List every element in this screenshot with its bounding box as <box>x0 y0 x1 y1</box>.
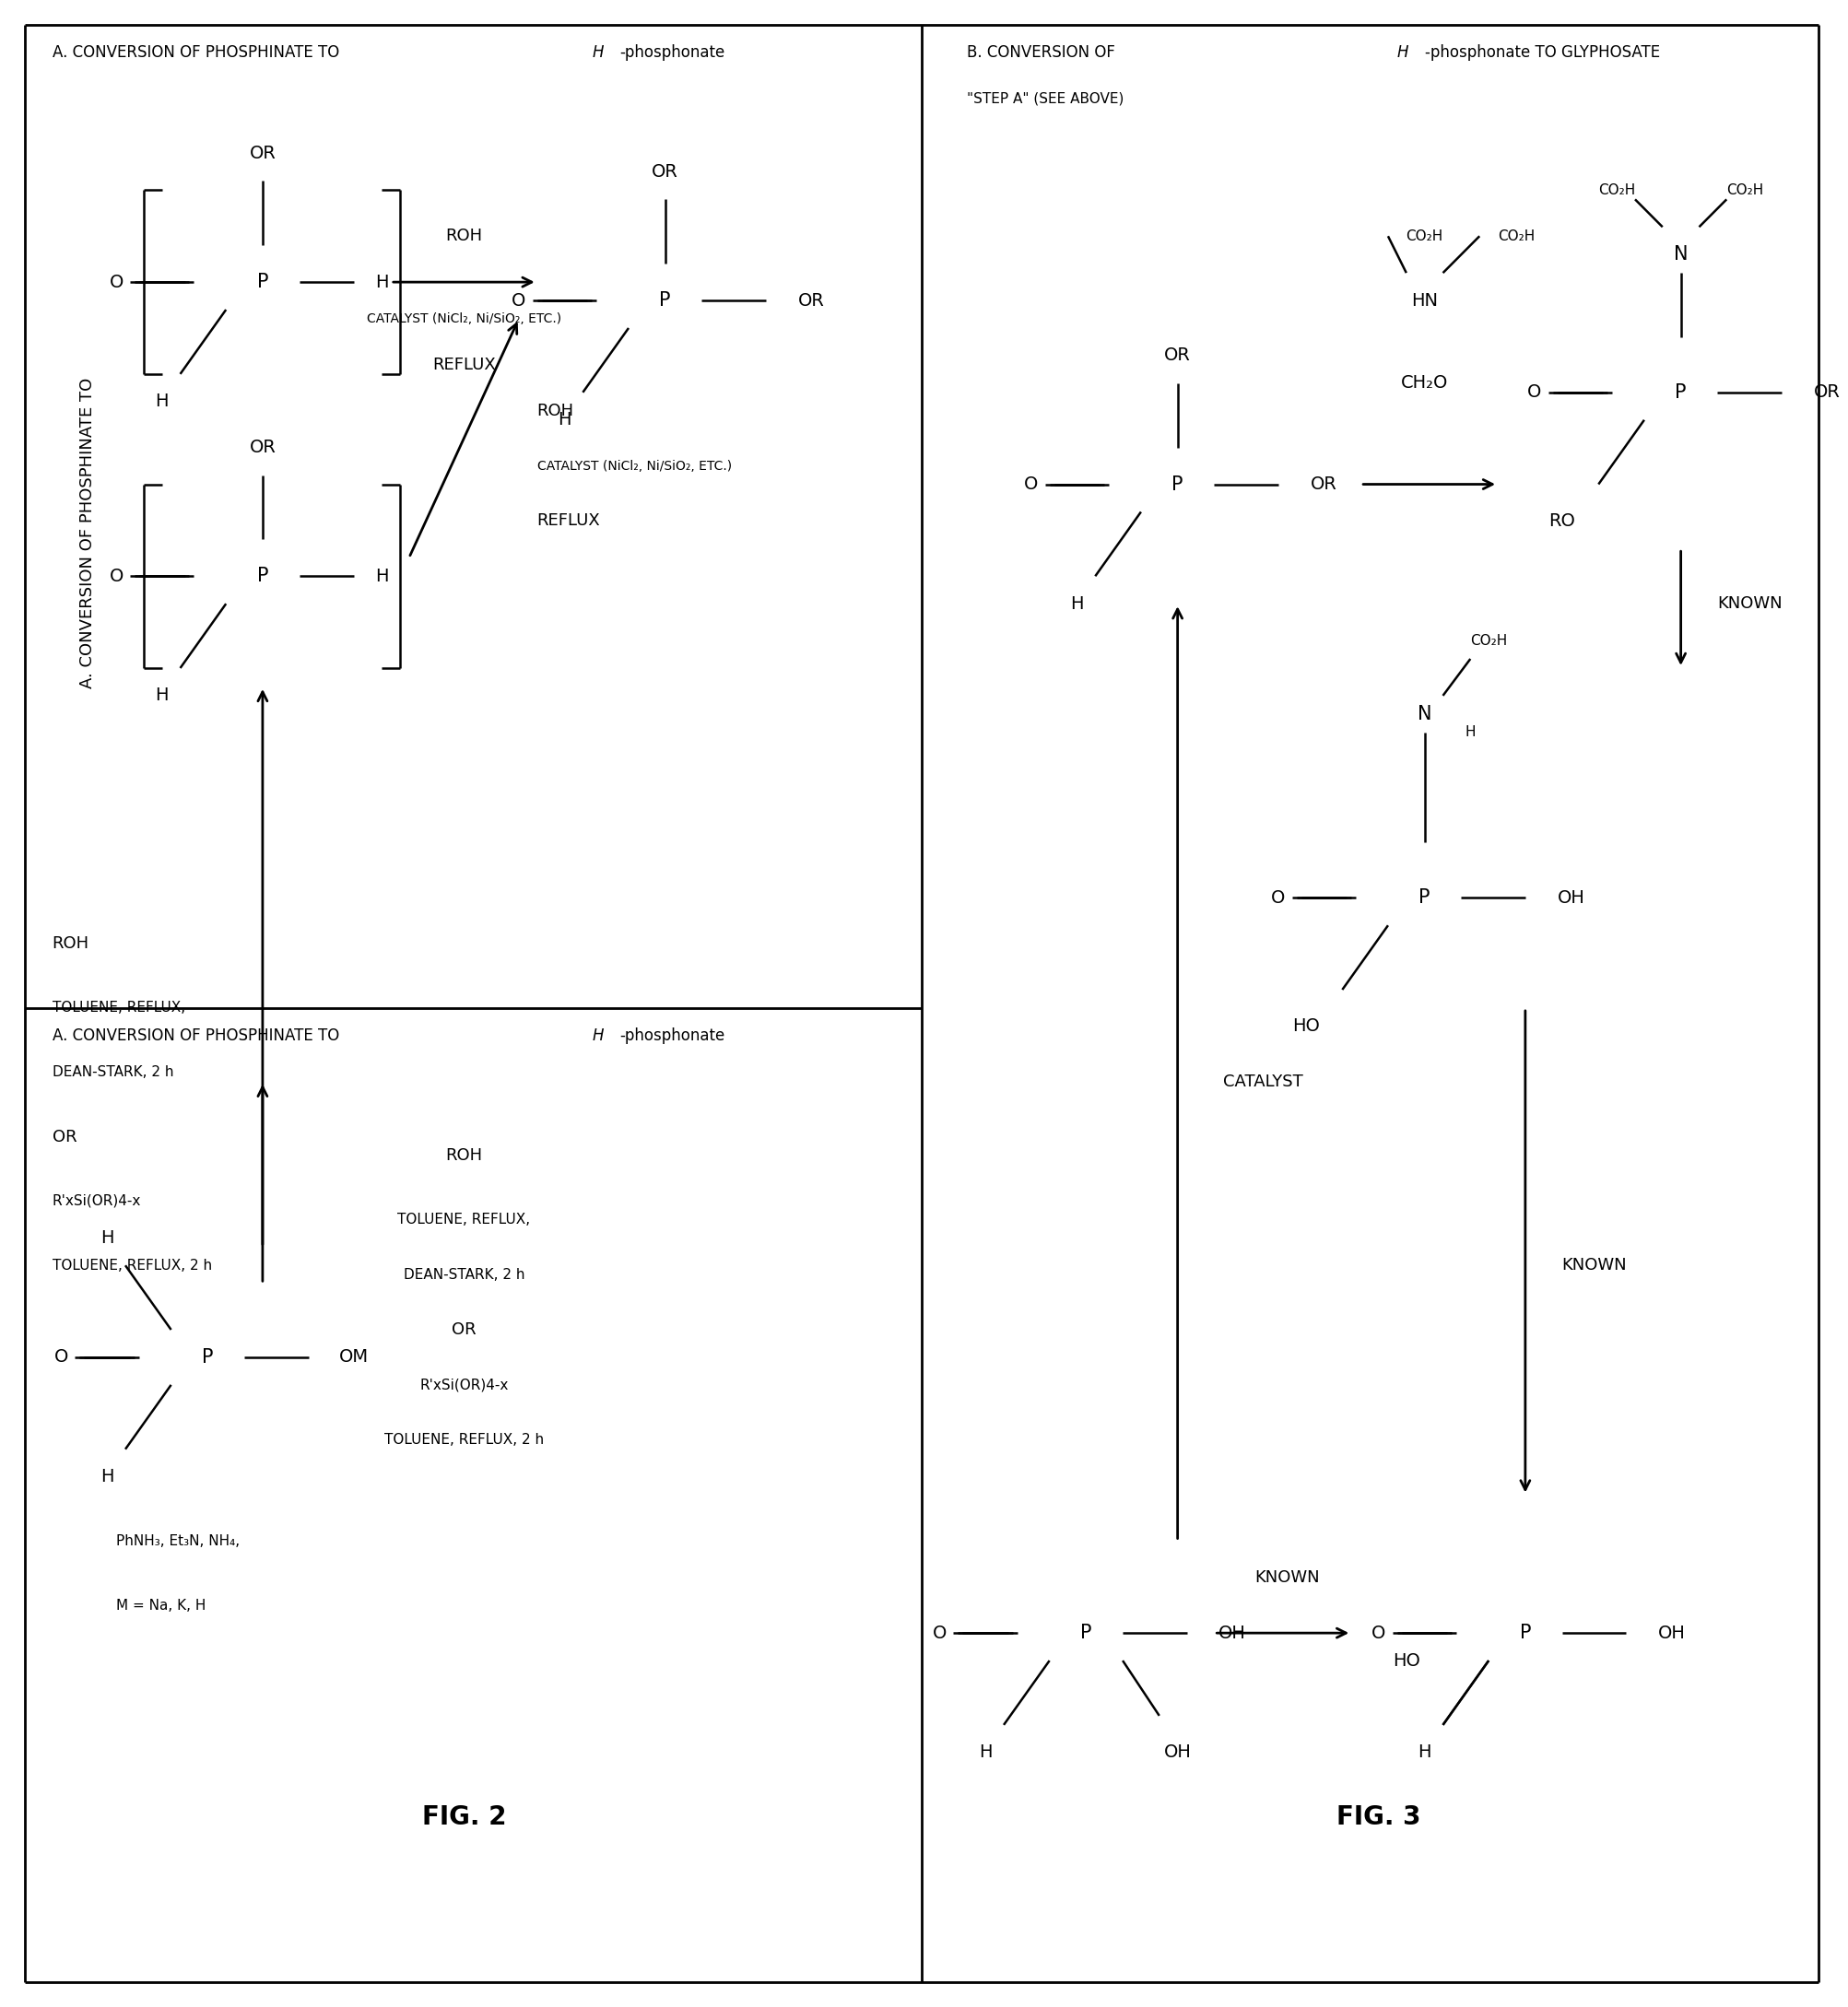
Text: O: O <box>109 273 124 291</box>
Text: N: N <box>1417 704 1430 723</box>
Text: H: H <box>1417 1744 1430 1762</box>
Text: OH: OH <box>1162 1744 1190 1762</box>
Text: A. CONVERSION OF PHOSPHINATE TO: A. CONVERSION OF PHOSPHINATE TO <box>52 1028 344 1044</box>
Text: O: O <box>109 568 124 584</box>
Text: OR: OR <box>652 163 678 181</box>
Text: CATALYST (NiCl₂, Ni/SiO₂, ETC.): CATALYST (NiCl₂, Ni/SiO₂, ETC.) <box>366 313 562 325</box>
Text: P: P <box>1417 889 1430 907</box>
Text: P: P <box>660 291 671 309</box>
Text: TOLUENE, REFLUX, 2 h: TOLUENE, REFLUX, 2 h <box>384 1433 543 1447</box>
Text: OR: OR <box>798 291 824 309</box>
Text: OH: OH <box>1658 1624 1685 1642</box>
Text: -phosphonate: -phosphonate <box>619 44 724 60</box>
Text: P: P <box>1519 1624 1530 1642</box>
Text: H: H <box>155 686 168 704</box>
Text: KNOWN: KNOWN <box>1717 596 1781 612</box>
Text: ROH: ROH <box>445 1146 482 1164</box>
Text: P: P <box>257 566 268 586</box>
Text: "STEP A" (SEE ABOVE): "STEP A" (SEE ABOVE) <box>967 92 1124 104</box>
Text: H: H <box>1397 44 1408 60</box>
Text: REFLUX: REFLUX <box>536 512 601 530</box>
Text: OR: OR <box>1813 383 1839 401</box>
Text: OR: OR <box>1310 476 1336 494</box>
Text: OR: OR <box>451 1321 477 1339</box>
Text: A. CONVERSION OF PHOSPHINATE TO: A. CONVERSION OF PHOSPHINATE TO <box>79 371 96 688</box>
Text: H: H <box>155 393 168 409</box>
Text: FIG. 3: FIG. 3 <box>1336 1804 1421 1830</box>
Text: -phosphonate: -phosphonate <box>619 1028 724 1044</box>
Text: CO₂H: CO₂H <box>1404 229 1443 243</box>
Text: O: O <box>1271 889 1284 907</box>
Text: R'xSi(OR)4-x: R'xSi(OR)4-x <box>52 1194 140 1208</box>
Text: OR: OR <box>1164 347 1190 365</box>
Text: H: H <box>1070 594 1083 612</box>
Text: TOLUENE, REFLUX, 2 h: TOLUENE, REFLUX, 2 h <box>52 1258 213 1272</box>
Text: CO₂H: CO₂H <box>1597 183 1634 197</box>
Text: H: H <box>1464 725 1475 739</box>
Text: O: O <box>1024 476 1039 494</box>
Text: H: H <box>591 1028 602 1044</box>
Text: O: O <box>54 1349 68 1367</box>
Text: B. CONVERSION OF: B. CONVERSION OF <box>967 44 1120 60</box>
Text: RO: RO <box>1549 512 1574 530</box>
Text: PhNH₃, Et₃N, NH₄,: PhNH₃, Et₃N, NH₄, <box>116 1533 240 1547</box>
Text: ROH: ROH <box>445 229 482 245</box>
Text: KNOWN: KNOWN <box>1255 1569 1319 1586</box>
Text: HO: HO <box>1392 1652 1419 1670</box>
Text: O: O <box>1371 1624 1386 1642</box>
Text: DEAN-STARK, 2 h: DEAN-STARK, 2 h <box>403 1268 525 1282</box>
Text: CATALYST: CATALYST <box>1223 1074 1303 1090</box>
Text: H: H <box>375 273 388 291</box>
Text: P: P <box>257 273 268 291</box>
Text: ROH: ROH <box>536 403 573 419</box>
Text: CATALYST (NiCl₂, Ni/SiO₂, ETC.): CATALYST (NiCl₂, Ni/SiO₂, ETC.) <box>536 460 732 472</box>
Text: O: O <box>512 291 525 309</box>
Text: H: H <box>100 1228 115 1246</box>
Text: HN: HN <box>1410 291 1438 309</box>
Text: REFLUX: REFLUX <box>432 357 495 373</box>
Text: OH: OH <box>1218 1624 1246 1642</box>
Text: P: P <box>1079 1624 1092 1642</box>
Text: TOLUENE, REFLUX,: TOLUENE, REFLUX, <box>52 1001 185 1016</box>
Text: CO₂H: CO₂H <box>1726 183 1763 197</box>
Text: OR: OR <box>249 145 275 163</box>
Text: R'xSi(OR)4-x: R'xSi(OR)4-x <box>419 1379 508 1391</box>
Text: P: P <box>1674 383 1685 401</box>
Text: CO₂H: CO₂H <box>1469 634 1506 648</box>
Text: P: P <box>201 1349 213 1367</box>
Text: -phosphonate TO GLYPHOSATE: -phosphonate TO GLYPHOSATE <box>1425 44 1660 60</box>
Text: CO₂H: CO₂H <box>1497 229 1534 243</box>
Text: M = Na, K, H: M = Na, K, H <box>116 1598 205 1612</box>
Text: A. CONVERSION OF PHOSPHINATE TO: A. CONVERSION OF PHOSPHINATE TO <box>52 44 344 60</box>
Text: O: O <box>931 1624 946 1642</box>
Text: KNOWN: KNOWN <box>1562 1256 1626 1274</box>
Text: H: H <box>375 568 388 584</box>
Text: OH: OH <box>1556 889 1584 907</box>
Text: TOLUENE, REFLUX,: TOLUENE, REFLUX, <box>397 1212 530 1226</box>
Text: HO: HO <box>1292 1018 1319 1036</box>
Text: DEAN-STARK, 2 h: DEAN-STARK, 2 h <box>52 1066 174 1080</box>
Text: FIG. 2: FIG. 2 <box>421 1804 506 1830</box>
Text: N: N <box>1672 245 1687 263</box>
Text: H: H <box>591 44 602 60</box>
Text: H: H <box>100 1467 115 1485</box>
Text: P: P <box>1172 476 1183 494</box>
Text: CH₂O: CH₂O <box>1401 375 1447 391</box>
Text: H: H <box>558 411 571 429</box>
Text: H: H <box>978 1744 992 1762</box>
Text: OM: OM <box>340 1349 370 1367</box>
Text: ROH: ROH <box>52 935 89 951</box>
Text: OR: OR <box>52 1128 76 1146</box>
Text: OR: OR <box>249 440 275 456</box>
Text: O: O <box>1526 383 1541 401</box>
